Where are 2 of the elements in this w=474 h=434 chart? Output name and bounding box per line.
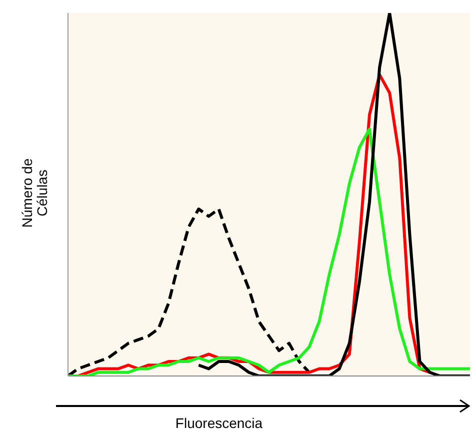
y-axis-title: Número de Células	[19, 158, 50, 228]
x-axis-title: Fluorescencia	[175, 415, 263, 431]
